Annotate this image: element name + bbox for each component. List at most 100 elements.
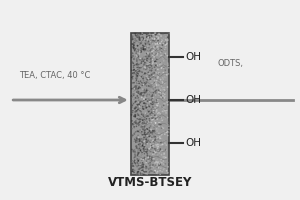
Point xyxy=(151,42,156,45)
Point xyxy=(130,38,135,41)
Point xyxy=(137,36,142,39)
Point xyxy=(151,140,156,143)
Point xyxy=(143,67,148,70)
Point xyxy=(131,86,136,89)
Point xyxy=(152,46,156,49)
Point xyxy=(140,173,144,176)
Point xyxy=(134,146,139,149)
Point xyxy=(145,93,150,96)
Point xyxy=(134,34,139,37)
Point xyxy=(144,170,149,173)
Point xyxy=(154,87,159,90)
Point xyxy=(135,33,140,36)
Point xyxy=(155,163,160,167)
Point xyxy=(152,32,157,35)
Point xyxy=(160,81,165,85)
Point xyxy=(140,37,145,40)
Point xyxy=(153,163,158,166)
Point xyxy=(153,75,158,78)
Point xyxy=(133,84,138,88)
Point xyxy=(136,48,141,51)
Point xyxy=(149,73,154,76)
Point xyxy=(134,50,139,53)
Point xyxy=(141,121,146,124)
Point xyxy=(154,168,159,171)
Point xyxy=(137,102,142,105)
Point xyxy=(149,98,154,101)
Point xyxy=(135,161,140,164)
Point xyxy=(160,133,164,136)
Point xyxy=(130,148,134,151)
Point xyxy=(138,42,143,45)
Point xyxy=(150,52,154,55)
Point xyxy=(136,104,141,107)
Point xyxy=(161,107,166,110)
Point xyxy=(137,58,142,61)
Point xyxy=(155,136,160,139)
Point xyxy=(162,152,167,155)
Point xyxy=(157,89,161,92)
Point xyxy=(142,144,146,147)
Point xyxy=(154,173,158,176)
Point xyxy=(147,147,152,150)
Point xyxy=(151,112,156,115)
Point xyxy=(146,45,150,48)
Point xyxy=(163,73,167,76)
Point xyxy=(157,92,162,95)
Point xyxy=(140,125,145,128)
Point xyxy=(148,57,153,60)
Point xyxy=(150,131,155,134)
Point xyxy=(130,75,135,78)
Point xyxy=(148,150,152,153)
Point xyxy=(143,133,148,136)
Point xyxy=(138,118,143,121)
Point xyxy=(164,170,168,173)
Point xyxy=(136,82,141,85)
Point xyxy=(152,140,157,143)
Point xyxy=(142,139,147,143)
Point xyxy=(139,62,144,65)
Point xyxy=(136,151,141,155)
Point xyxy=(145,59,149,62)
Point xyxy=(149,85,154,89)
Point xyxy=(136,168,141,171)
Point xyxy=(149,64,154,67)
Point xyxy=(133,151,137,154)
Point xyxy=(147,110,152,113)
Point xyxy=(147,157,152,160)
Point xyxy=(137,148,142,151)
Point xyxy=(164,134,169,137)
Point xyxy=(146,61,151,64)
Point xyxy=(145,122,150,125)
Point xyxy=(160,89,165,92)
Point xyxy=(151,52,156,55)
Point xyxy=(155,92,160,95)
Point xyxy=(164,64,169,67)
Point xyxy=(145,35,149,39)
Point xyxy=(163,45,168,48)
Point xyxy=(135,68,140,71)
Point xyxy=(162,157,167,160)
Point xyxy=(140,135,145,139)
Point xyxy=(164,35,168,38)
Point xyxy=(157,95,161,98)
Point xyxy=(153,138,158,141)
Point xyxy=(145,148,149,152)
Point xyxy=(133,115,138,118)
Point xyxy=(135,108,140,111)
Point xyxy=(132,160,136,163)
Point xyxy=(139,111,143,114)
Point xyxy=(165,36,170,39)
Point xyxy=(145,140,150,144)
Point xyxy=(154,84,158,87)
Point xyxy=(159,46,164,49)
Point xyxy=(152,135,157,138)
Point xyxy=(156,127,161,130)
Point xyxy=(148,145,153,148)
Point xyxy=(130,103,134,107)
Point xyxy=(142,45,146,48)
Point xyxy=(130,95,134,99)
Point xyxy=(162,75,167,79)
Point xyxy=(154,84,159,87)
Point xyxy=(162,139,167,143)
